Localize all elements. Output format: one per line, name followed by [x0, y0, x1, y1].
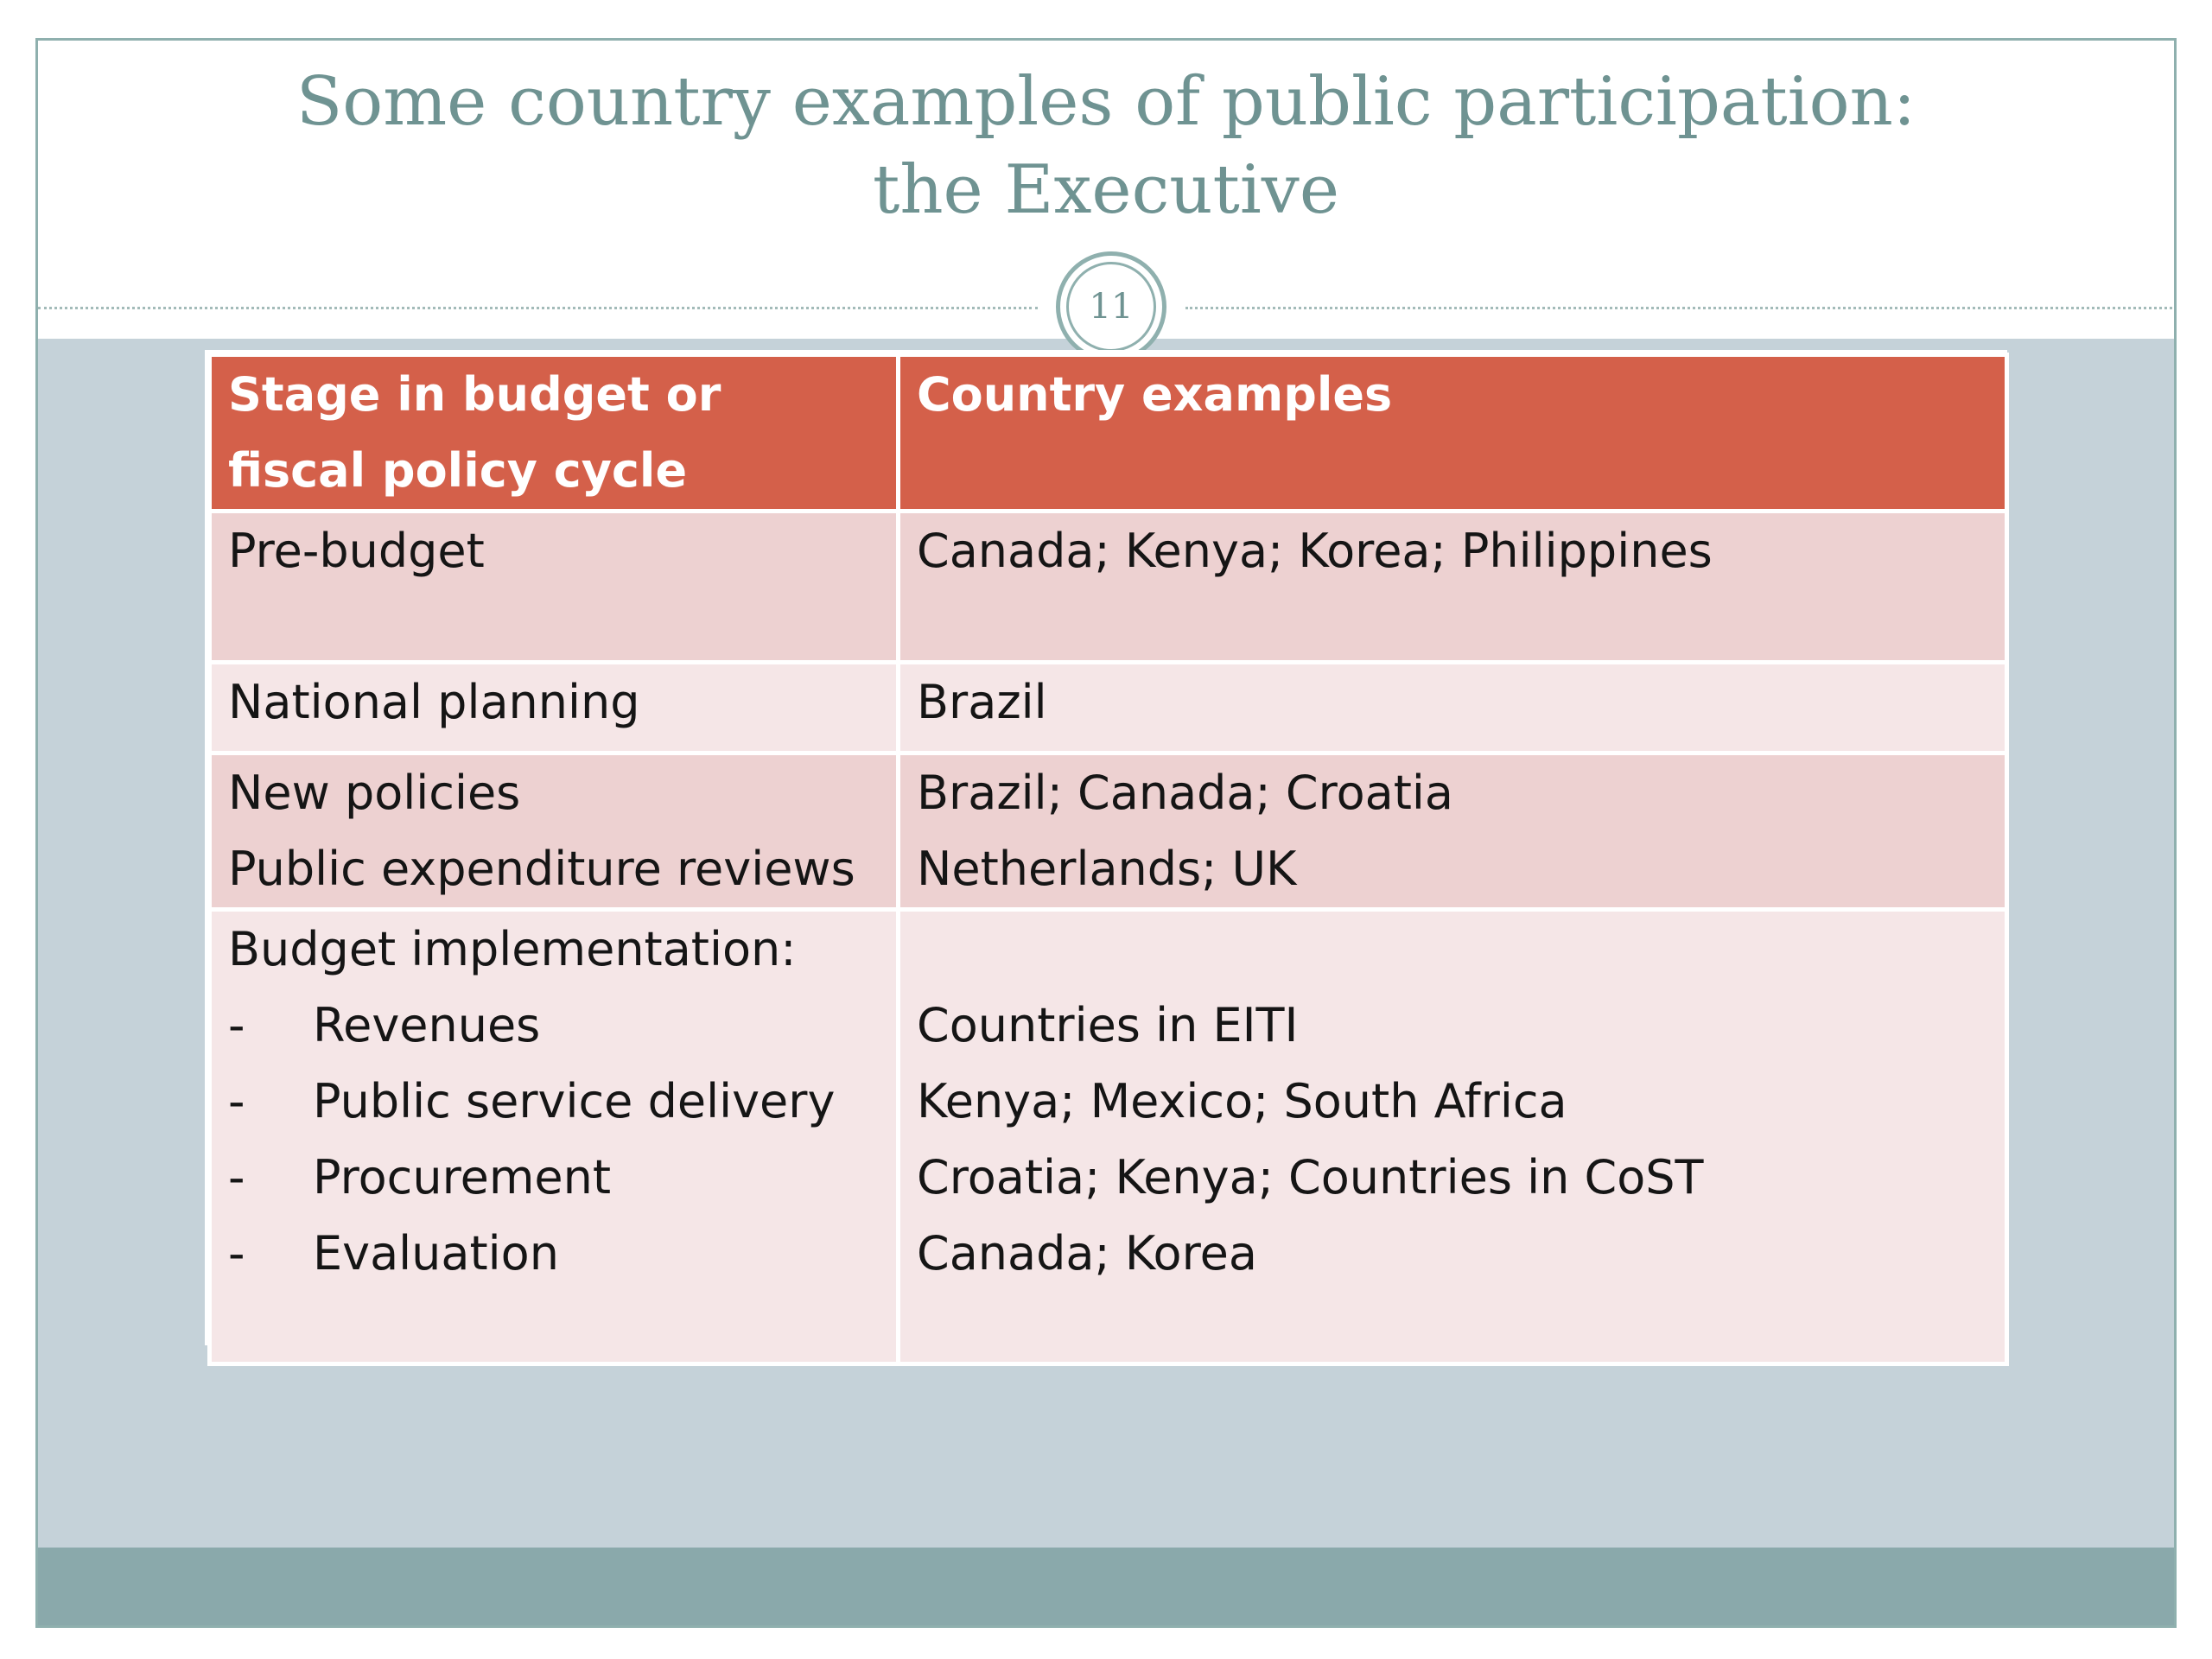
table-row: New policies Public expenditure reviews … — [207, 751, 2009, 912]
country-text: Brazil; Canada; Croatia — [917, 766, 1453, 820]
country-cell: Brazil; Canada; Croatia Netherlands; UK — [896, 751, 2009, 912]
stage-heading: Budget implementation: — [228, 922, 797, 976]
table-row: Pre-budget Canada; Kenya; Korea; Philipp… — [207, 509, 2009, 664]
header-stage-line-2: fiscal policy cycle — [228, 443, 688, 498]
country-text: Brazil — [917, 675, 1047, 729]
slide-title-line-2: the Executive — [872, 151, 1340, 229]
table-header-row: Stage in budget or fiscal policy cycle C… — [207, 353, 2009, 513]
table-container: Stage in budget or fiscal policy cycle C… — [205, 350, 2009, 1366]
country-cell: Canada; Kenya; Korea; Philippines — [896, 509, 2009, 664]
stage-sub-item-label: Public service delivery — [313, 1074, 836, 1128]
stage-sub-item-label: Procurement — [313, 1150, 612, 1205]
table-row: National planning Brazil — [207, 660, 2009, 755]
stage-cell: Pre-budget — [207, 509, 900, 664]
stage-cell: Budget implementation: - Revenues - Publ… — [207, 907, 900, 1366]
slide-title-line-1: Some country examples of public particip… — [296, 63, 1916, 141]
stage-text: Public expenditure reviews — [228, 842, 855, 896]
header-country-label: Country examples — [917, 367, 1393, 422]
dash-bullet: - — [228, 1074, 245, 1128]
country-examples-table: Stage in budget or fiscal policy cycle C… — [207, 353, 2009, 1366]
table-row: Budget implementation: - Revenues - Publ… — [207, 907, 2009, 1366]
dash-bullet: - — [228, 1226, 245, 1281]
country-cell: Brazil — [896, 660, 2009, 755]
stage-sub-item: - Evaluation — [228, 1216, 880, 1292]
title-divider-left — [38, 307, 1038, 309]
stage-sub-item-label: Evaluation — [313, 1226, 559, 1281]
country-text: Netherlands; UK — [917, 842, 1297, 896]
header-stage-line-1: Stage in budget or — [228, 367, 721, 422]
dash-bullet: - — [228, 998, 245, 1052]
stage-text: National planning — [228, 675, 640, 729]
country-text: Kenya; Mexico; South Africa — [917, 1074, 1567, 1128]
footer-band — [38, 1548, 2174, 1625]
stage-sub-item: - Procurement — [228, 1140, 880, 1216]
stage-cell: National planning — [207, 660, 900, 755]
page-number: 11 — [1066, 262, 1156, 352]
stage-sub-item-label: Revenues — [313, 998, 541, 1052]
header-stage: Stage in budget or fiscal policy cycle — [207, 353, 900, 513]
header-country: Country examples — [896, 353, 2009, 513]
country-text: Countries in EITI — [917, 998, 1299, 1052]
country-cell: Countries in EITI Kenya; Mexico; South A… — [896, 907, 2009, 1366]
stage-cell: New policies Public expenditure reviews — [207, 751, 900, 912]
country-spacer — [917, 914, 1988, 988]
stage-text: Pre-budget — [228, 524, 485, 578]
slide-title: Some country examples of public particip… — [38, 58, 2174, 234]
slide: Some country examples of public particip… — [35, 38, 2177, 1628]
dash-bullet: - — [228, 1150, 245, 1205]
title-divider-right — [1185, 307, 2174, 309]
stage-text: New policies — [228, 766, 521, 820]
country-text: Croatia; Kenya; Countries in CoST — [917, 1150, 1704, 1205]
page-number-badge: 11 — [1056, 251, 1166, 362]
stage-sub-item: - Revenues — [228, 988, 880, 1064]
country-text: Canada; Kenya; Korea; Philippines — [917, 524, 1713, 578]
country-text: Canada; Korea — [917, 1226, 1257, 1281]
stage-sub-item: - Public service delivery — [228, 1064, 880, 1140]
